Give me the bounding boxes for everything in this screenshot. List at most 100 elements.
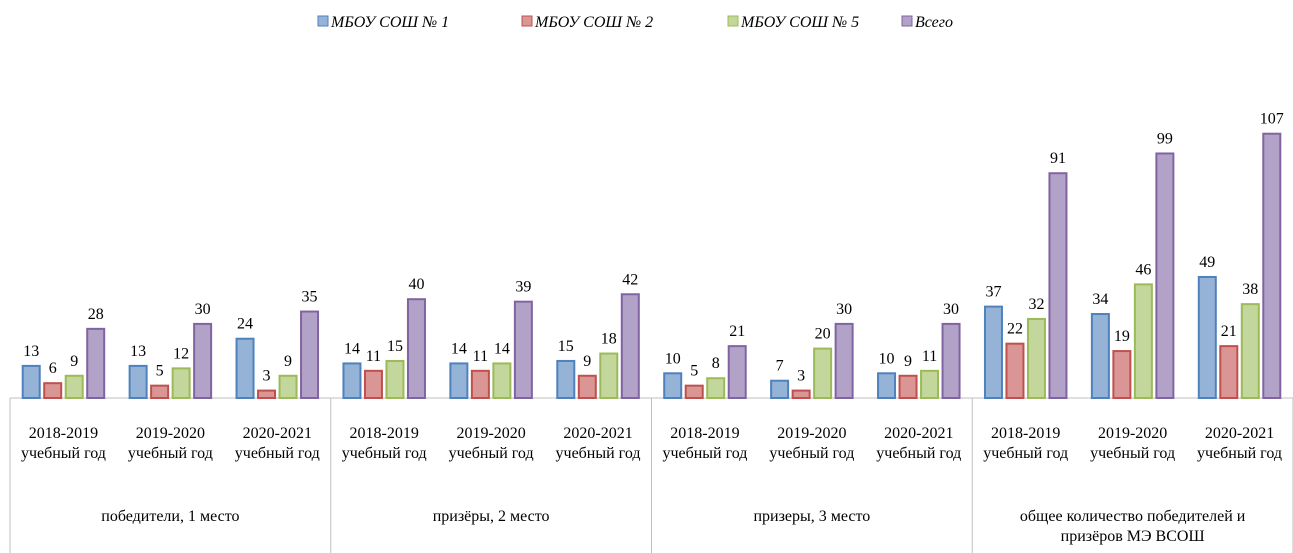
bar — [64, 374, 84, 399]
data-label: 91 — [1050, 150, 1066, 167]
bar — [1197, 275, 1217, 399]
data-label: 30 — [943, 301, 959, 318]
bar — [941, 322, 961, 399]
data-label: 14 — [344, 340, 360, 357]
x-tick-label: 2019-2020 учебный год — [769, 425, 855, 462]
data-label: 42 — [622, 271, 638, 288]
bar — [257, 389, 277, 399]
bar — [150, 384, 170, 399]
x-tick-label: 2018-2019 учебный год — [341, 425, 427, 462]
data-label: 40 — [408, 276, 424, 293]
bar — [193, 322, 213, 399]
bar — [342, 362, 362, 400]
bar — [235, 337, 255, 399]
x-tick-label: 2020-2021 учебный год — [1197, 425, 1283, 462]
bar — [1133, 283, 1153, 400]
bar — [620, 293, 640, 400]
bar — [406, 298, 426, 400]
data-label: 14 — [451, 340, 467, 357]
data-label: 15 — [558, 338, 574, 355]
legend-label: МБОУ СОШ № 2 — [534, 14, 653, 31]
bar — [898, 374, 918, 399]
bar — [300, 310, 320, 399]
x-tick-label: 2019-2020 учебный год — [127, 425, 213, 462]
data-label: 6 — [49, 360, 57, 377]
bar — [920, 369, 940, 399]
data-label: 21 — [729, 323, 745, 340]
data-label: 15 — [387, 338, 403, 355]
bar — [983, 305, 1003, 399]
data-label: 9 — [904, 353, 912, 370]
x-tick-label: 2018-2019 учебный год — [662, 425, 748, 462]
bar — [385, 359, 405, 400]
group-label: призёры, 2 место — [432, 508, 550, 525]
bar — [1262, 132, 1282, 400]
data-label: 24 — [237, 316, 253, 333]
bar — [684, 384, 704, 399]
data-label: 21 — [1221, 323, 1237, 340]
data-label: 38 — [1242, 281, 1258, 298]
data-label: 10 — [879, 350, 895, 367]
bar — [513, 300, 533, 400]
data-label: 12 — [173, 345, 189, 362]
data-label: 22 — [1007, 321, 1023, 338]
bar — [1005, 342, 1025, 400]
bar — [1155, 152, 1175, 399]
data-label: 18 — [601, 331, 617, 348]
bar — [171, 367, 191, 399]
data-label: 32 — [1028, 296, 1044, 313]
legend-label: МБОУ СОШ № 1 — [330, 14, 449, 31]
bar — [449, 362, 469, 400]
bar — [791, 389, 811, 399]
legend-swatch — [901, 15, 913, 27]
data-label: 3 — [263, 368, 271, 385]
bar — [1048, 172, 1068, 399]
bar — [21, 364, 41, 400]
legend-swatch — [317, 15, 329, 27]
data-label: 5 — [156, 363, 164, 380]
bar — [813, 347, 833, 400]
bar — [1026, 317, 1046, 399]
x-tick-label: 2018-2019 учебный год — [983, 425, 1069, 462]
bar — [663, 372, 683, 399]
bar — [492, 362, 512, 400]
data-label: 34 — [1092, 291, 1108, 308]
data-label: 20 — [815, 326, 831, 343]
bar — [1112, 350, 1132, 400]
x-tick-label: 2020-2021 учебный год — [234, 425, 320, 462]
data-label: 49 — [1199, 254, 1215, 271]
bar — [470, 369, 490, 399]
data-label: 11 — [366, 348, 381, 365]
x-tick-label: 2018-2019 учебный год — [20, 425, 106, 462]
data-label: 3 — [797, 368, 805, 385]
bar — [1090, 313, 1110, 399]
data-label: 37 — [985, 284, 1001, 301]
data-label: 9 — [284, 353, 292, 370]
bar — [727, 345, 747, 400]
x-tick-label: 2020-2021 учебный год — [555, 425, 641, 462]
data-label: 99 — [1157, 130, 1173, 147]
data-label: 107 — [1260, 111, 1284, 128]
bar — [834, 322, 854, 399]
x-tick-label: 2019-2020 учебный год — [448, 425, 534, 462]
data-label: 14 — [494, 340, 510, 357]
data-label: 30 — [195, 301, 211, 318]
data-label: 10 — [665, 350, 681, 367]
bar — [43, 382, 63, 399]
data-label: 8 — [712, 355, 720, 372]
data-label: 9 — [70, 353, 78, 370]
data-label: 9 — [583, 353, 591, 370]
data-label: 11 — [473, 348, 488, 365]
bar — [599, 352, 619, 400]
bar — [128, 364, 148, 400]
bar — [278, 374, 298, 399]
data-label: 13 — [130, 343, 146, 360]
data-label: 13 — [23, 343, 39, 360]
legend-swatch — [521, 15, 533, 27]
legend-label: МБОУ СОШ № 5 — [740, 14, 859, 31]
legend-swatch — [727, 15, 739, 27]
group-label: призеры, 3 место — [753, 508, 871, 525]
x-tick-label: 2020-2021 учебный год — [876, 425, 962, 462]
data-label: 5 — [690, 363, 698, 380]
